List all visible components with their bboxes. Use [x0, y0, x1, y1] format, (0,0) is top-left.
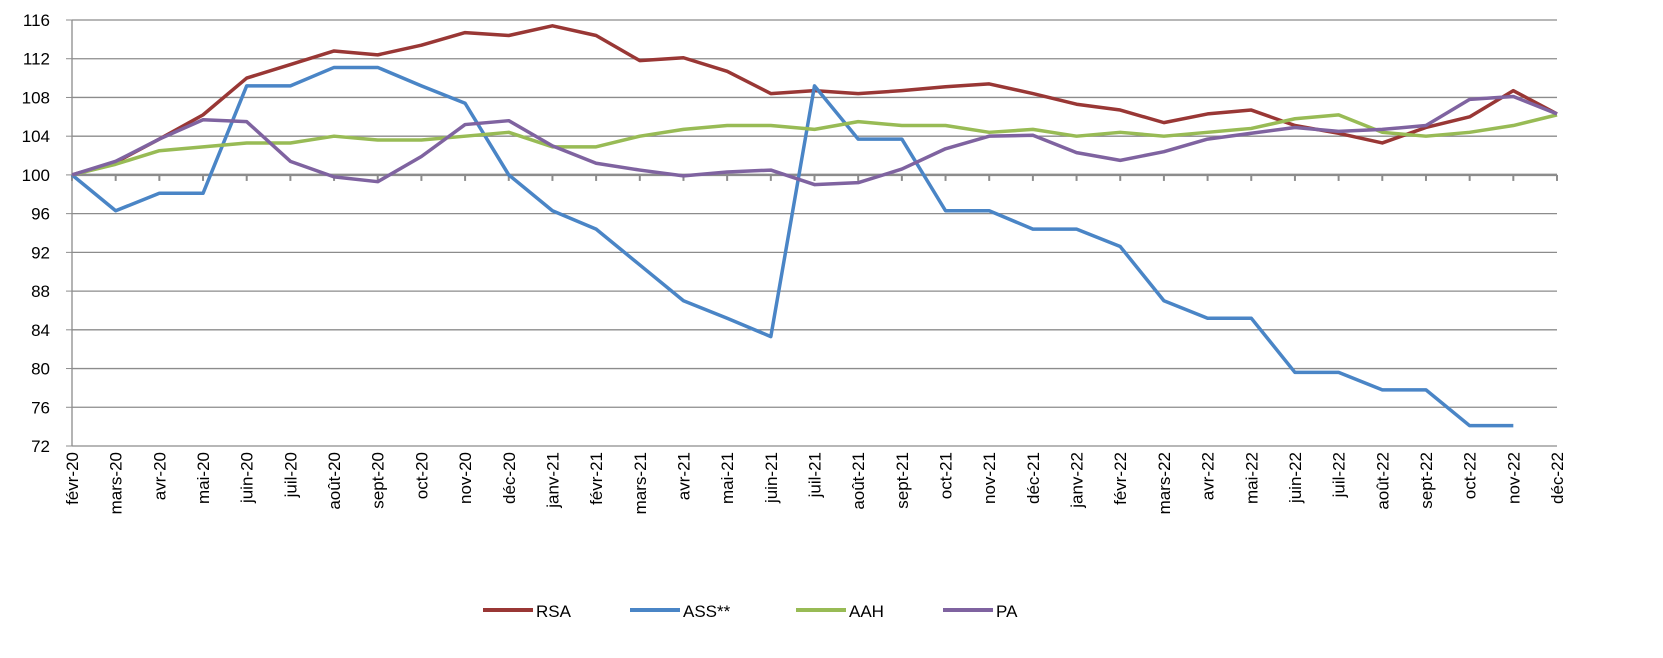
y-tick-label: 100	[22, 166, 50, 185]
x-tick-label: sept-21	[893, 452, 912, 509]
x-tick-label: nov-22	[1504, 452, 1523, 504]
x-tick-label: mars-20	[107, 452, 126, 514]
x-tick-label: oct-21	[937, 452, 956, 499]
x-tick-label: juin-20	[238, 452, 257, 504]
x-tick-label: août-21	[849, 452, 868, 510]
x-tick-label: févr-22	[1111, 452, 1130, 505]
x-tick-label: oct-22	[1461, 452, 1480, 499]
legend-label: RSA	[536, 602, 572, 621]
x-tick-label: déc-21	[1024, 452, 1043, 504]
x-tick-label: juil-22	[1330, 452, 1349, 498]
y-tick-label: 96	[31, 205, 50, 224]
x-tick-label: avr-22	[1199, 452, 1218, 500]
x-tick-label: nov-21	[980, 452, 999, 504]
x-tick-label: févr-21	[587, 452, 606, 505]
x-tick-label: mai-20	[194, 452, 213, 504]
series-line	[70, 65, 1514, 428]
x-tick-label: mars-21	[631, 452, 650, 514]
x-tick-label: juin-22	[1286, 452, 1305, 504]
y-tick-label: 72	[31, 437, 50, 456]
x-tick-label: avr-21	[674, 452, 693, 500]
x-tick-label: mai-21	[718, 452, 737, 504]
x-tick-label: nov-20	[456, 452, 475, 504]
x-tick-label: janv-22	[1068, 452, 1087, 509]
series-line	[71, 94, 1558, 187]
x-tick-label: févr-20	[63, 452, 82, 505]
x-tick-label: juin-21	[762, 452, 781, 504]
y-tick-label: 104	[22, 127, 50, 146]
y-tick-label: 108	[22, 88, 50, 107]
x-tick-label: oct-20	[412, 452, 431, 499]
x-tick-label: sept-20	[369, 452, 388, 509]
legend-label: AAH	[849, 602, 884, 621]
series-line	[71, 24, 1558, 177]
x-tick-label: juil-21	[806, 452, 825, 498]
x-tick-label: mars-22	[1155, 452, 1174, 514]
legend-label: PA	[996, 602, 1018, 621]
x-tick-label: août-22	[1373, 452, 1392, 510]
x-tick-label: août-20	[325, 452, 344, 510]
y-tick-label: 80	[31, 360, 50, 379]
series-line	[71, 113, 1558, 177]
y-tick-label: 112	[23, 50, 50, 69]
x-tick-label: juil-20	[281, 452, 300, 498]
x-tick-label: mai-22	[1242, 452, 1261, 504]
y-tick-label: 92	[31, 243, 50, 262]
y-tick-label: 76	[31, 398, 50, 417]
x-tick-label: avr-20	[150, 452, 169, 500]
y-tick-label: 116	[23, 11, 50, 30]
x-tick-label: janv-21	[543, 452, 562, 509]
x-tick-label: déc-20	[500, 452, 519, 504]
legend-label: ASS**	[683, 602, 731, 621]
x-tick-label: déc-22	[1548, 452, 1567, 504]
y-tick-label: 84	[31, 321, 50, 340]
x-tick-label: sept-22	[1417, 452, 1436, 509]
y-tick-label: 88	[31, 282, 50, 301]
